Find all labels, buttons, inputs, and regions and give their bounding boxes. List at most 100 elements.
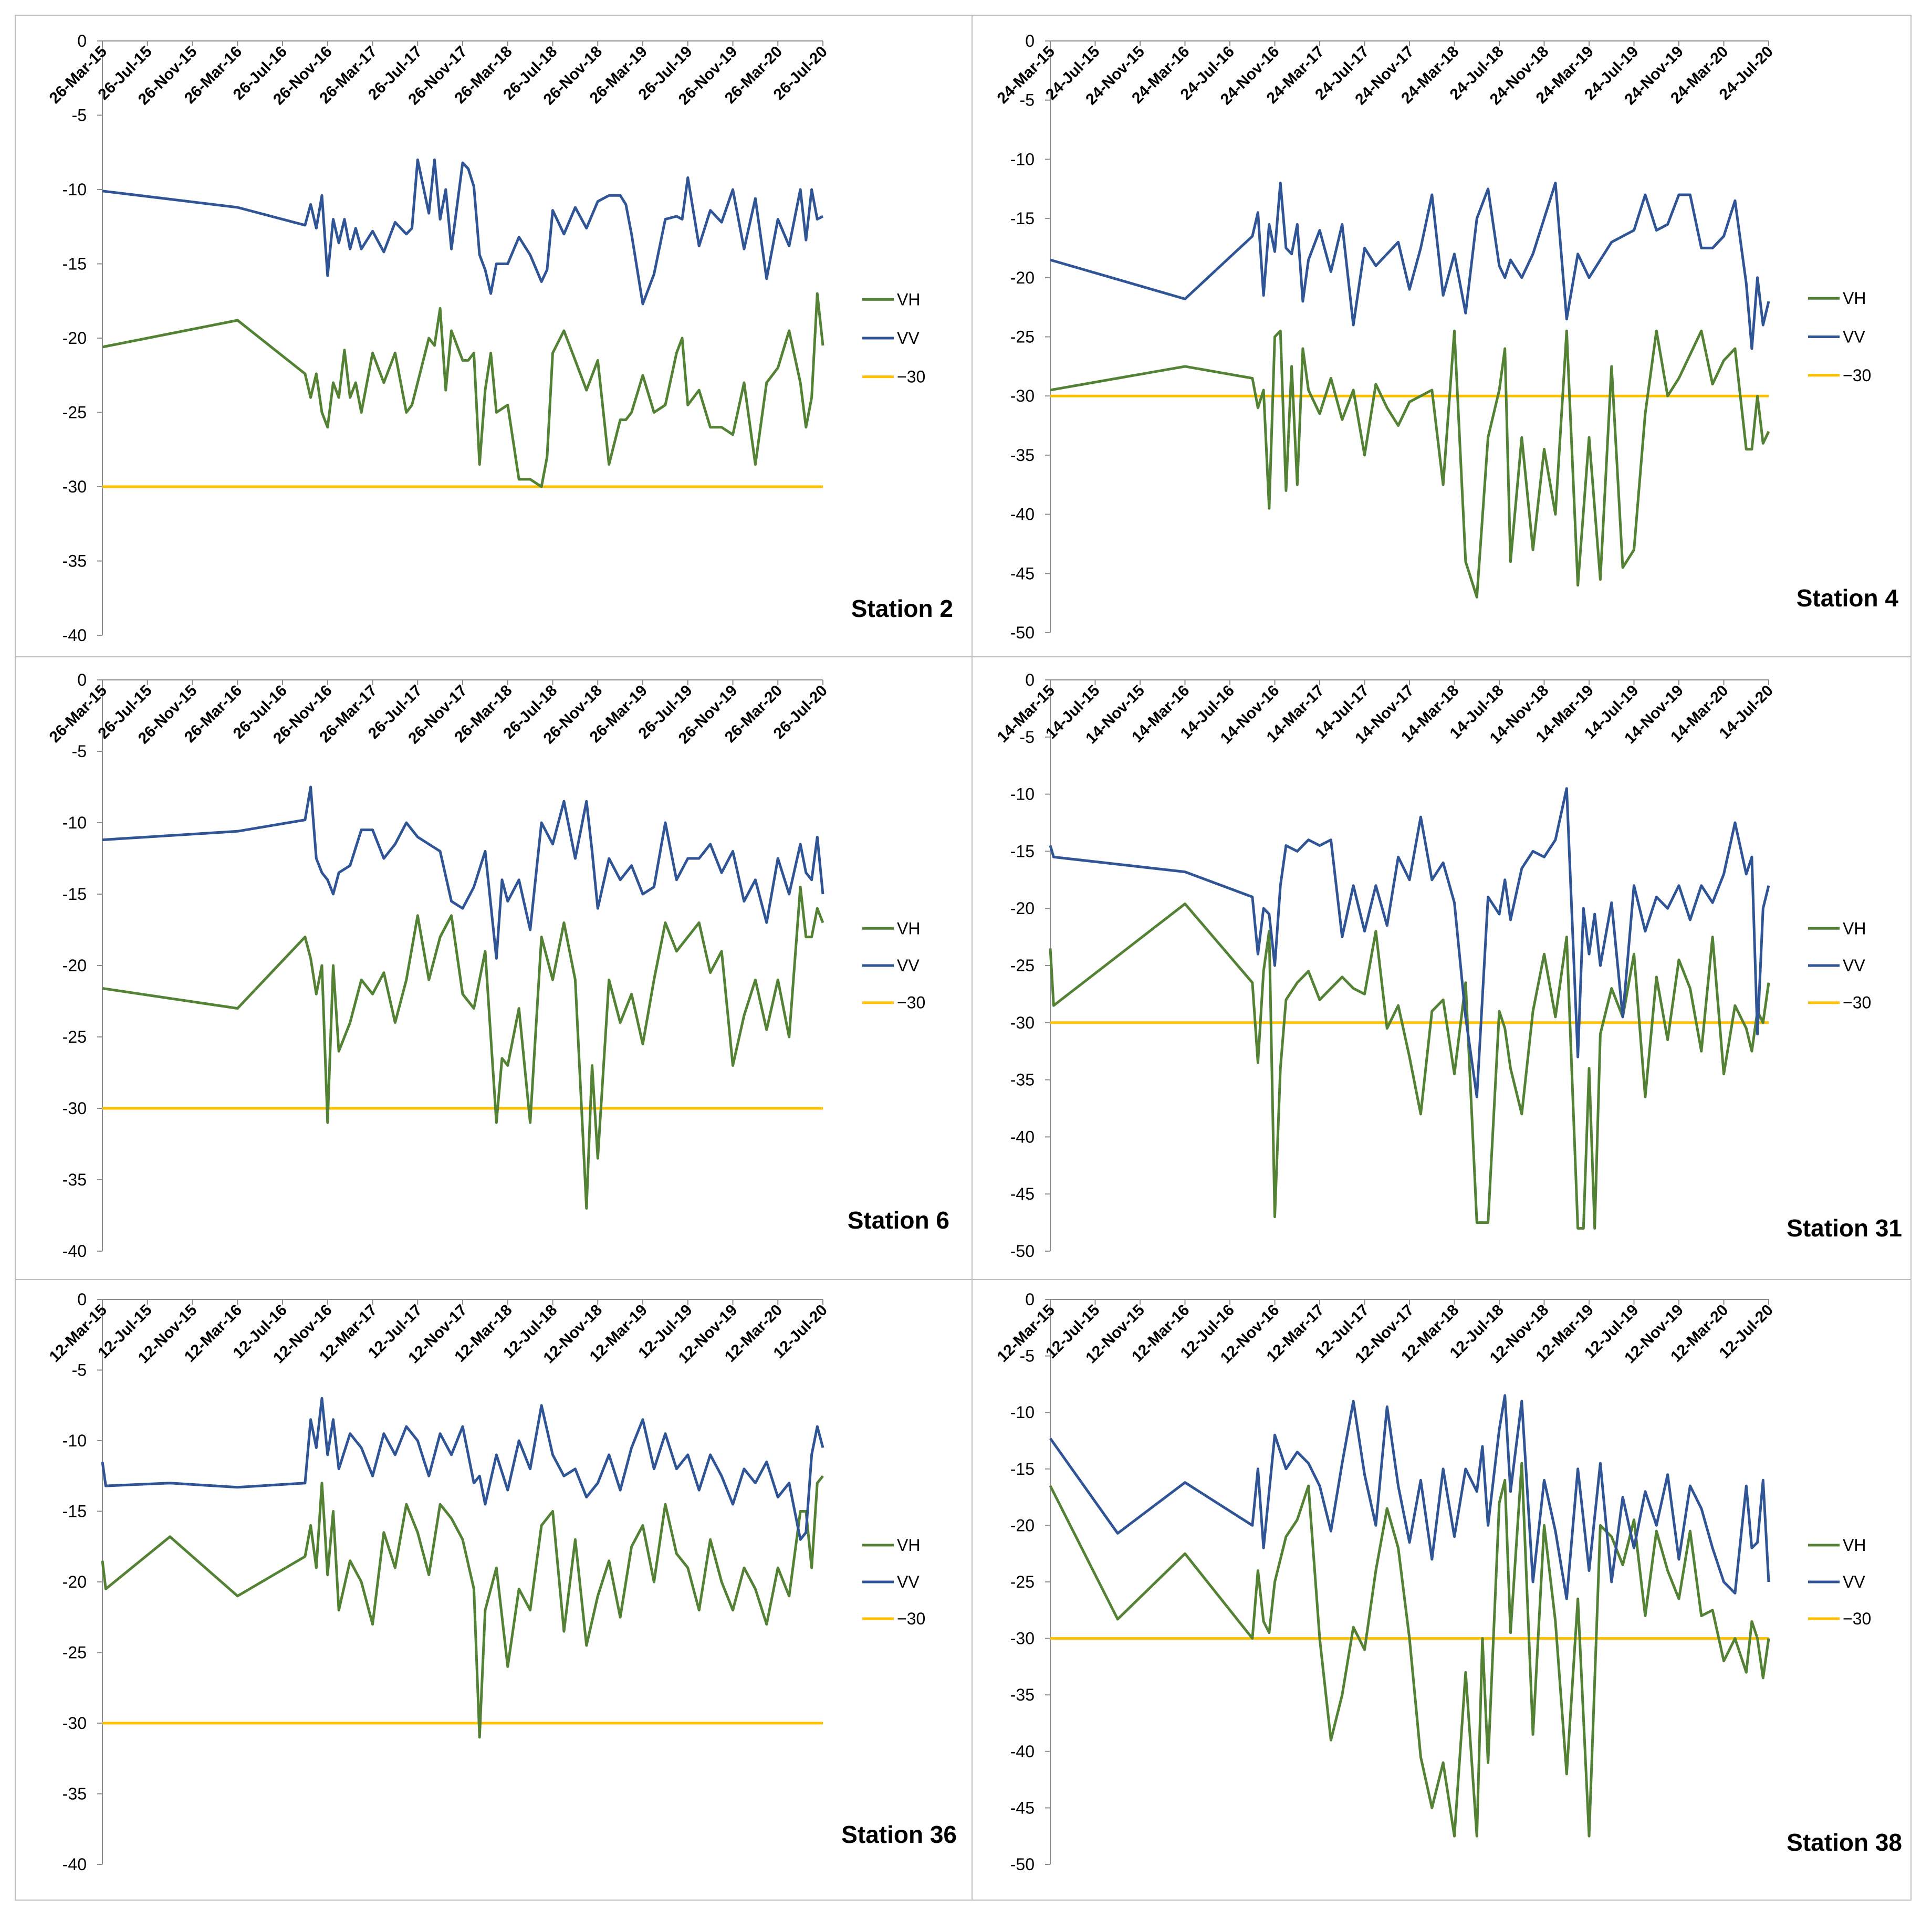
y-tick-label: -25 [1010,956,1035,975]
y-tick-label: -20 [1010,268,1035,287]
legend-label-1: VH [897,919,920,938]
y-tick-label: -25 [1010,1572,1035,1591]
y-tick-label: -50 [1010,623,1035,642]
y-tick-label: 0 [1025,1290,1035,1309]
legend-label-1: VH [1843,289,1866,308]
y-tick-label: -50 [1010,1242,1035,1261]
y-tick-label: -45 [1010,564,1035,583]
y-tick-label: -35 [1010,1685,1035,1704]
series-line-vv [1049,787,1770,1098]
legend-label-3: −30 [1843,1609,1871,1628]
legend-label-1: VH [897,1536,920,1555]
legend-label-2: VV [897,956,920,975]
y-tick-label: -40 [62,626,87,645]
row-divider-2 [16,1279,1910,1280]
series-line-vv [101,1397,824,1541]
legend-label-2: VV [897,1572,920,1591]
figure-frame [15,15,1912,1901]
legend-label-3: −30 [1843,366,1871,385]
series-line-vv [1049,1394,1770,1600]
y-tick-label: -15 [62,1502,87,1521]
chart-panel-1: 0-5-10-15-20-25-30-35-4026-Mar-1526-Jul-… [46,32,953,645]
y-tick-label: -35 [62,1785,87,1803]
y-tick-label: -30 [62,1099,87,1118]
station-title: Station 31 [1787,1214,1902,1242]
y-tick-label: 0 [1025,670,1035,689]
y-tick-label: -40 [1010,1127,1035,1146]
station-title: Station 6 [848,1207,949,1234]
legend-label-2: VV [1843,328,1865,347]
y-tick-label: -20 [1010,1516,1035,1535]
series-line-vv [1050,182,1770,350]
y-tick-label: -15 [1010,842,1035,861]
y-tick-label: -25 [62,1643,87,1662]
y-tick-label: -15 [1010,209,1035,228]
row-divider-1 [16,656,1910,657]
station-title: Station 38 [1787,1829,1902,1856]
station-title: Station 4 [1797,584,1899,612]
y-tick-label: -15 [1010,1460,1035,1478]
chart-panel-3: 0-5-10-15-20-25-30-35-4026-Mar-1526-Jul-… [46,670,949,1261]
y-tick-label: -10 [62,180,87,199]
y-tick-label: -40 [62,1242,87,1261]
y-tick-label: -35 [1010,1071,1035,1089]
y-tick-label: -35 [62,1170,87,1189]
y-tick-label: -5 [1020,91,1035,110]
series-line-vh [1049,903,1770,1230]
y-tick-label: -45 [1010,1184,1035,1203]
y-tick-label: -5 [72,742,87,761]
legend-label-1: VH [1843,919,1866,938]
series-line-vv [102,158,824,306]
legend-label-3: −30 [897,1609,925,1628]
series-line-vv [102,785,824,960]
chart-panel-2: 0-5-10-15-20-25-30-35-40-45-5024-Mar-152… [994,32,1899,642]
y-tick-label: -10 [1010,150,1035,169]
chart-panel-5: 0-5-10-15-20-25-30-35-4012-Mar-1512-Jul-… [46,1290,957,1874]
y-tick-label: -5 [1020,1347,1035,1366]
y-tick-label: -40 [1010,505,1035,524]
series-line-vh [102,885,824,1210]
y-tick-label: 0 [77,670,87,689]
chart-panel-6: 0-5-10-15-20-25-30-35-40-45-5012-Mar-151… [994,1290,1902,1874]
y-tick-label: -10 [62,1431,87,1450]
legend-label-2: VV [897,329,920,348]
series-line-vh [1049,1462,1770,1838]
y-tick-label: -10 [62,813,87,832]
y-tick-label: -30 [1010,1013,1035,1032]
legend-label-2: VV [1843,956,1865,975]
y-tick-label: -25 [62,403,87,422]
series-line-vh [101,1475,824,1739]
y-tick-label: -15 [62,255,87,274]
y-tick-label: -35 [1010,446,1035,465]
y-tick-label: -20 [62,329,87,348]
y-tick-label: 0 [77,1290,87,1309]
y-tick-label: -5 [72,106,87,125]
y-tick-label: -15 [62,885,87,904]
y-tick-label: -40 [1010,1742,1035,1761]
series-line-vh [102,292,824,488]
y-tick-label: -30 [1010,386,1035,405]
y-tick-label: -40 [62,1855,87,1874]
legend-label-1: VH [1843,1536,1866,1555]
y-tick-label: -10 [1010,785,1035,804]
y-tick-label: -5 [72,1361,87,1380]
y-tick-label: -50 [1010,1855,1035,1874]
y-tick-label: -25 [62,1027,87,1046]
y-tick-label: -20 [1010,899,1035,918]
y-tick-label: -20 [62,1572,87,1591]
legend-label-3: −30 [897,993,925,1012]
y-tick-label: -30 [1010,1629,1035,1648]
y-tick-label: -25 [1010,328,1035,347]
station-title: Station 36 [841,1821,957,1848]
y-tick-label: -35 [62,552,87,571]
legend-label-3: −30 [897,368,925,386]
legend-label-1: VH [897,290,920,309]
station-title: Station 2 [851,595,953,622]
series-line-vh [1050,329,1770,599]
chart-panel-4: 0-5-10-15-20-25-30-35-40-45-5014-Mar-151… [994,670,1902,1261]
legend-label-2: VV [1843,1572,1865,1591]
legend-label-3: −30 [1843,993,1871,1012]
y-tick-label: -10 [1010,1403,1035,1422]
y-tick-label: 0 [77,32,87,50]
